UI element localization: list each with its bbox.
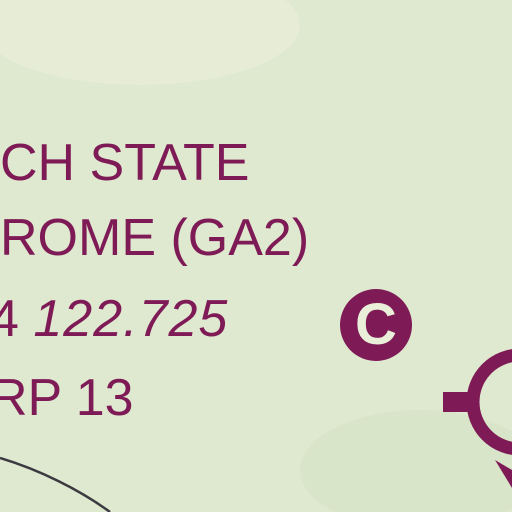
airfield-name-line1: CH STATE — [0, 134, 250, 192]
terrain-shading — [0, 0, 300, 85]
ctaf-frequency: 122.725 — [33, 290, 229, 348]
road-line — [0, 456, 111, 512]
airport-ring — [466, 349, 512, 455]
terrain-shading — [300, 410, 512, 512]
ctaf-c-icon: C — [340, 289, 412, 361]
frequency-prefix: 4 — [0, 290, 19, 348]
airfield-name-line2: ROME (GA2) — [0, 209, 310, 267]
frequency-line: 4 122.725 — [0, 293, 228, 345]
runway-tick — [443, 392, 471, 412]
airport-symbol — [443, 349, 512, 488]
runway-tick-lower — [495, 460, 512, 488]
runway-info: RP 13 — [0, 369, 134, 427]
